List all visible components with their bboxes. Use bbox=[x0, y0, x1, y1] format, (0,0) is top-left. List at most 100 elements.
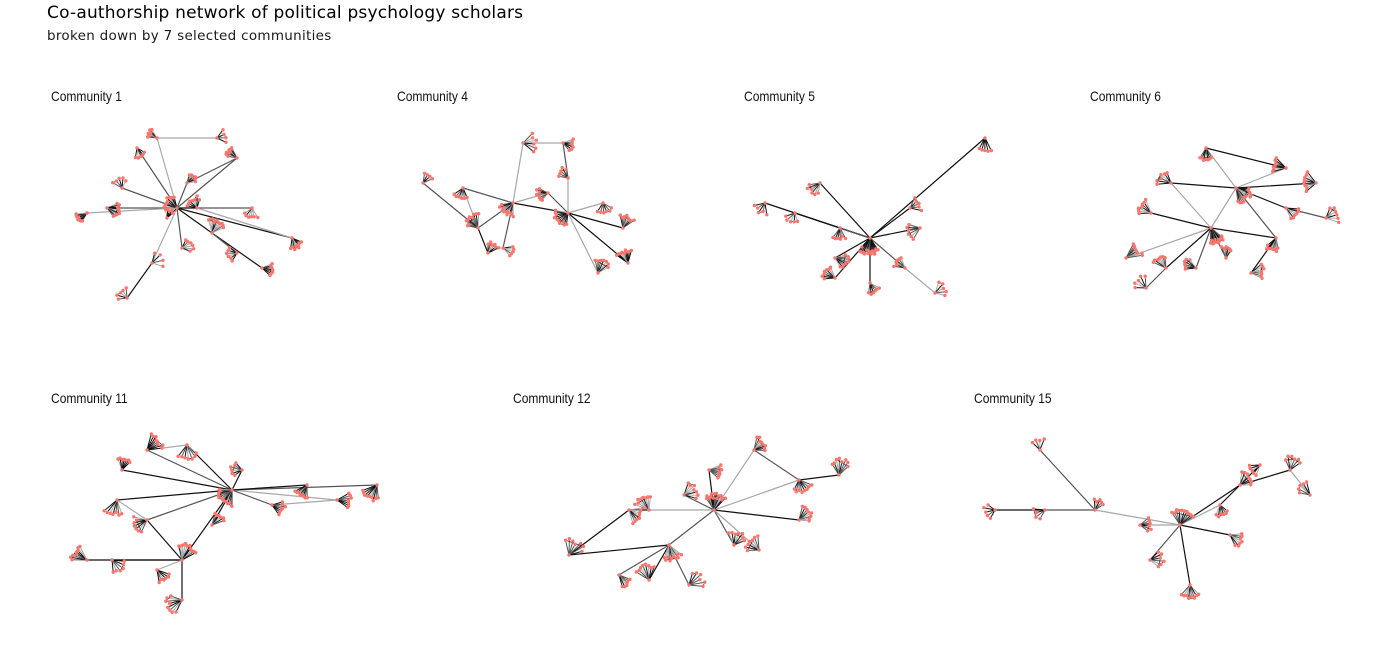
author-node bbox=[1241, 196, 1245, 200]
network-edge bbox=[165, 599, 183, 602]
author-node bbox=[537, 187, 542, 191]
author-node bbox=[1098, 498, 1102, 502]
author-node bbox=[756, 206, 760, 210]
network-edge bbox=[834, 237, 871, 259]
author-node bbox=[841, 265, 845, 269]
network-edge bbox=[806, 182, 821, 189]
network-edge bbox=[1094, 509, 1181, 526]
author-node bbox=[604, 209, 609, 213]
author-node bbox=[596, 259, 600, 263]
author-node bbox=[454, 194, 458, 199]
network-edge bbox=[133, 519, 148, 527]
author-node bbox=[183, 456, 187, 460]
author-node bbox=[183, 541, 188, 546]
network-edge bbox=[1210, 187, 1237, 229]
network-edge bbox=[567, 212, 624, 229]
network-edge bbox=[522, 139, 537, 144]
author-node bbox=[595, 209, 600, 214]
author-node bbox=[219, 496, 224, 501]
author-node bbox=[1238, 536, 1243, 540]
author-node bbox=[641, 506, 645, 510]
author-node bbox=[425, 173, 430, 177]
author-node bbox=[167, 572, 171, 576]
author-node bbox=[224, 136, 228, 140]
network-edge bbox=[362, 484, 378, 491]
author-node bbox=[793, 211, 797, 215]
network-edge bbox=[668, 509, 715, 546]
author-node bbox=[1314, 181, 1318, 185]
author-node bbox=[1124, 256, 1128, 260]
author-node bbox=[1333, 210, 1338, 214]
author-node bbox=[180, 598, 184, 602]
author-node bbox=[834, 457, 839, 462]
author-node bbox=[833, 256, 837, 260]
author-node bbox=[809, 511, 814, 515]
author-node bbox=[652, 565, 656, 569]
network-edge bbox=[106, 499, 118, 513]
author-node bbox=[690, 571, 694, 576]
author-node bbox=[743, 545, 748, 549]
network-edge bbox=[642, 565, 650, 581]
author-node bbox=[816, 191, 820, 195]
author-node bbox=[186, 240, 190, 244]
network-edge bbox=[983, 507, 996, 511]
author-node bbox=[1138, 523, 1142, 527]
author-node bbox=[1304, 189, 1308, 194]
author-node bbox=[618, 213, 622, 217]
author-node bbox=[157, 580, 161, 585]
author-node bbox=[581, 544, 586, 549]
author-node bbox=[840, 234, 844, 239]
author-node bbox=[154, 435, 158, 439]
author-node bbox=[869, 292, 873, 296]
author-node bbox=[1328, 206, 1332, 210]
author-node bbox=[895, 263, 899, 267]
author-node bbox=[145, 518, 149, 522]
author-node bbox=[346, 501, 351, 505]
author-node bbox=[305, 483, 309, 487]
author-node bbox=[806, 510, 810, 514]
author-node bbox=[1182, 509, 1187, 513]
network-edge bbox=[477, 213, 480, 229]
author-node bbox=[694, 496, 698, 500]
network-edge bbox=[271, 504, 280, 516]
network-edge bbox=[1306, 481, 1311, 496]
network-edge bbox=[688, 584, 704, 587]
network-edge bbox=[1149, 559, 1159, 568]
author-node bbox=[1137, 211, 1141, 216]
network-edge bbox=[121, 187, 178, 209]
author-node bbox=[1209, 226, 1213, 230]
network-edge bbox=[1205, 147, 1237, 189]
network-edge bbox=[1035, 439, 1041, 451]
author-node bbox=[1142, 200, 1146, 205]
network-edge bbox=[181, 552, 197, 561]
author-node bbox=[185, 544, 189, 548]
author-node bbox=[573, 542, 577, 546]
author-node bbox=[102, 509, 106, 513]
network-edge bbox=[261, 267, 271, 276]
author-node bbox=[293, 247, 297, 252]
author-node bbox=[534, 192, 539, 197]
author-node bbox=[868, 281, 872, 285]
author-node bbox=[114, 510, 118, 514]
author-node bbox=[837, 456, 842, 460]
author-node bbox=[809, 514, 813, 518]
author-node bbox=[676, 552, 680, 556]
network-edge bbox=[112, 182, 123, 189]
network-edge bbox=[764, 202, 768, 216]
author-node bbox=[474, 212, 478, 216]
author-node bbox=[564, 167, 568, 172]
network-edge bbox=[294, 484, 308, 492]
author-node bbox=[118, 569, 122, 573]
author-node bbox=[111, 181, 115, 185]
author-node bbox=[785, 218, 789, 222]
network-edge bbox=[1137, 280, 1147, 289]
network-edge bbox=[567, 212, 599, 274]
author-node bbox=[1043, 508, 1047, 512]
author-node bbox=[188, 199, 192, 203]
author-node bbox=[763, 448, 767, 453]
author-node bbox=[557, 221, 562, 226]
author-node bbox=[235, 156, 239, 160]
network-edge bbox=[1229, 534, 1236, 546]
author-node bbox=[580, 549, 584, 553]
network-edge bbox=[688, 574, 702, 586]
